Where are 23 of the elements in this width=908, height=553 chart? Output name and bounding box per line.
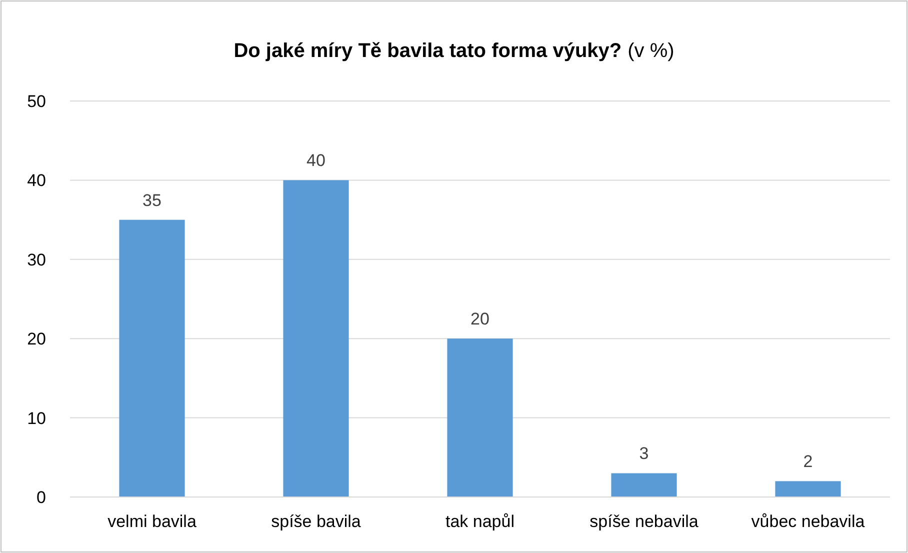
x-tick-label: vůbec nebavila xyxy=(751,512,866,531)
data-label: 3 xyxy=(639,444,649,464)
y-tick-label: 0 xyxy=(36,488,46,507)
data-label: 35 xyxy=(142,190,162,210)
y-tick-label: 50 xyxy=(27,92,46,111)
y-tick-label: 20 xyxy=(27,330,46,349)
chart-subtitle: (v %) xyxy=(628,40,674,62)
bar xyxy=(283,180,349,497)
bar xyxy=(775,481,841,497)
data-label: 40 xyxy=(306,151,326,170)
y-tick-label: 40 xyxy=(27,171,46,190)
x-tick-label: spíše bavila xyxy=(271,512,362,531)
bar xyxy=(447,338,513,497)
bar xyxy=(119,220,185,497)
x-tick-label: spíše nebavila xyxy=(590,512,699,531)
x-tick-label: velmi bavila xyxy=(108,512,197,531)
y-tick-label: 30 xyxy=(27,250,46,270)
data-label: 2 xyxy=(803,452,813,472)
y-tick-label: 10 xyxy=(27,408,46,428)
bar xyxy=(611,473,677,497)
data-label: 20 xyxy=(470,310,490,329)
chart-title: Do jaké míry Tě bavila tato forma výuky? xyxy=(234,40,622,62)
x-tick-label: tak napůl xyxy=(446,512,514,531)
